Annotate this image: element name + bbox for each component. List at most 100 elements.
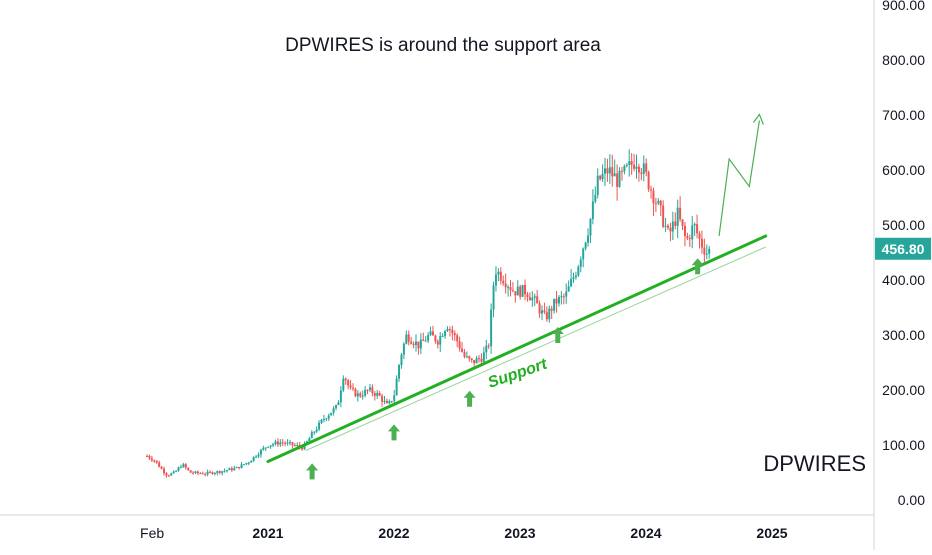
candle-body xyxy=(337,402,340,406)
y-tick-label: 300.00 xyxy=(882,327,925,343)
candle-body xyxy=(625,164,628,166)
candle-body xyxy=(364,389,367,396)
y-tick-label: 900.00 xyxy=(882,0,925,13)
candle-body xyxy=(545,312,548,320)
candle-body xyxy=(640,172,643,174)
candle xyxy=(155,460,158,464)
candle-body xyxy=(604,168,607,174)
candle-body xyxy=(599,175,602,180)
candle xyxy=(148,454,151,460)
candle-body xyxy=(567,286,570,292)
candle-body xyxy=(206,471,209,475)
candle xyxy=(206,469,209,477)
candle-body xyxy=(686,236,689,239)
candle xyxy=(163,466,166,476)
candle-body xyxy=(451,329,454,334)
candle-body xyxy=(679,207,682,220)
candle-body xyxy=(209,471,212,473)
candle xyxy=(264,447,267,451)
candle xyxy=(410,336,413,345)
candle xyxy=(669,222,672,242)
candle-body xyxy=(448,328,451,330)
candle-body xyxy=(192,472,195,474)
candle-body xyxy=(698,233,701,239)
candle xyxy=(468,355,471,362)
candle-body xyxy=(628,161,631,165)
candle xyxy=(182,462,185,468)
candle xyxy=(223,468,226,473)
candle-body xyxy=(696,224,699,234)
candle xyxy=(434,334,437,344)
candle-body xyxy=(400,354,403,366)
candle xyxy=(339,386,342,408)
candle-body xyxy=(652,190,655,204)
candle-body xyxy=(431,331,434,336)
candle-body xyxy=(230,468,233,471)
candle-body xyxy=(415,341,418,346)
candle xyxy=(213,472,216,476)
candle xyxy=(427,332,430,344)
candle-body xyxy=(444,331,447,337)
candle-body xyxy=(647,172,650,190)
candle-body xyxy=(349,385,352,388)
candle xyxy=(444,329,447,339)
symbol-watermark: DPWIRES xyxy=(763,451,866,476)
candle-body xyxy=(281,442,284,444)
candle xyxy=(272,442,275,448)
candle xyxy=(318,420,321,432)
candle xyxy=(478,355,481,363)
candle xyxy=(344,377,347,385)
candle-body xyxy=(620,170,623,172)
candle xyxy=(642,155,645,182)
candle xyxy=(335,404,338,411)
candle-body xyxy=(177,467,180,471)
candle-body xyxy=(150,458,153,461)
candle-body xyxy=(407,334,410,342)
candle xyxy=(405,330,408,345)
candle xyxy=(550,305,553,319)
candle xyxy=(412,341,415,349)
candle-body xyxy=(623,165,626,172)
candle-body xyxy=(204,474,207,476)
candle-body xyxy=(572,277,575,280)
candle-body xyxy=(327,415,330,419)
candle xyxy=(630,153,633,175)
candle-body xyxy=(693,224,696,226)
candle-body xyxy=(555,298,558,304)
candle xyxy=(179,464,182,469)
projection-arrowhead-icon xyxy=(752,113,764,125)
candle xyxy=(150,455,153,463)
candle-body xyxy=(526,294,529,298)
candle-body xyxy=(482,352,485,362)
candle-body xyxy=(669,227,672,232)
candle-body xyxy=(250,460,253,463)
candle-body xyxy=(671,221,674,232)
candle-body xyxy=(226,470,229,472)
candle xyxy=(289,439,292,446)
candle xyxy=(267,446,270,449)
candle xyxy=(436,339,439,349)
candle xyxy=(604,158,607,187)
candle xyxy=(662,200,665,229)
candle-body xyxy=(318,422,321,430)
candle-body xyxy=(240,464,243,469)
candle-body xyxy=(441,336,444,338)
candle-body xyxy=(705,253,708,255)
candle-body xyxy=(325,418,328,420)
candle xyxy=(652,187,655,217)
candle-body xyxy=(703,247,706,255)
candle-body xyxy=(170,473,173,476)
candle xyxy=(446,326,449,332)
candle-body xyxy=(507,287,510,289)
candle-body xyxy=(478,358,481,360)
candle-body xyxy=(453,333,456,336)
candle xyxy=(606,158,609,182)
candle xyxy=(686,232,689,240)
candle-body xyxy=(606,168,609,174)
candle xyxy=(424,335,427,342)
candle xyxy=(274,439,277,446)
candle xyxy=(574,271,577,280)
candle xyxy=(618,167,621,188)
candle-body xyxy=(519,286,522,297)
candle-body xyxy=(468,356,471,359)
